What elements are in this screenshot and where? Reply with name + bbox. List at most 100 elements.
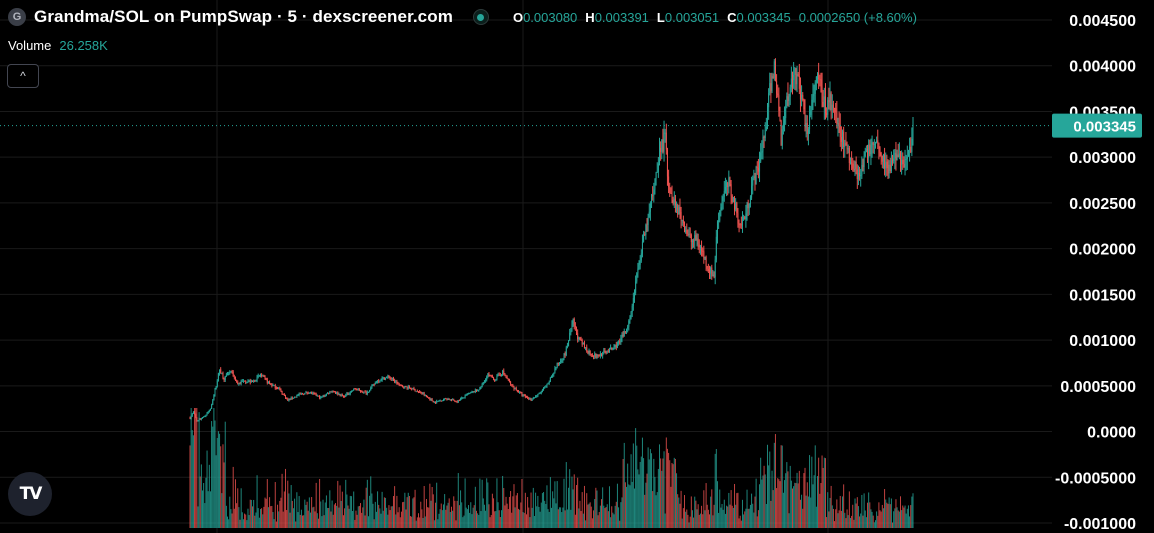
candle-body bbox=[228, 373, 230, 375]
candle-body bbox=[199, 418, 201, 420]
candle-body bbox=[771, 76, 773, 92]
volume-bar bbox=[910, 505, 912, 528]
y-tick-label: 0.001000 bbox=[1069, 333, 1136, 350]
candle-body bbox=[448, 399, 450, 401]
volume-bar bbox=[455, 520, 457, 528]
volume-bar bbox=[480, 511, 482, 528]
volume-bar bbox=[362, 507, 364, 528]
candle-body bbox=[616, 343, 618, 348]
volume-bar bbox=[266, 479, 268, 528]
volume-bar bbox=[777, 478, 779, 528]
chevron-up-icon: ^ bbox=[20, 69, 26, 83]
volume-bar bbox=[778, 479, 780, 528]
candle-body bbox=[219, 369, 221, 374]
tradingview-logo[interactable]: TV bbox=[8, 472, 52, 516]
candle-body bbox=[873, 144, 875, 146]
candle-body bbox=[578, 337, 580, 340]
candle-body bbox=[253, 380, 255, 382]
candle-body bbox=[805, 123, 807, 128]
candle-body bbox=[325, 393, 327, 396]
market-status-icon[interactable] bbox=[472, 9, 489, 25]
volume-bar bbox=[628, 484, 630, 528]
volume-bar bbox=[586, 493, 588, 528]
candle-body bbox=[332, 390, 334, 392]
candle-body bbox=[566, 345, 568, 348]
volume-bar bbox=[303, 515, 305, 528]
candle-body bbox=[670, 192, 672, 194]
volume-bar bbox=[621, 497, 623, 528]
volume-bar bbox=[246, 520, 248, 528]
candle-body bbox=[886, 161, 888, 168]
volume-bar bbox=[523, 512, 525, 528]
volume-bar bbox=[714, 453, 716, 528]
volume-bar bbox=[663, 451, 665, 528]
volume-bar bbox=[446, 505, 448, 528]
volume-bar bbox=[689, 516, 691, 528]
open-value: 0.003080 bbox=[523, 9, 578, 25]
candle-body bbox=[478, 389, 480, 391]
volume-bar bbox=[546, 485, 548, 528]
candle-body bbox=[370, 387, 372, 391]
candle-body bbox=[699, 246, 701, 248]
volume-bar bbox=[274, 482, 276, 528]
volume-bar bbox=[278, 511, 280, 528]
price-axis[interactable]: 0.0045000.0040000.0035000.0030000.002500… bbox=[1055, 13, 1136, 533]
volume-bar bbox=[508, 496, 510, 528]
candle-body bbox=[294, 396, 296, 398]
candle-body bbox=[673, 198, 675, 204]
candle-body bbox=[460, 398, 462, 401]
volume-bar bbox=[811, 456, 813, 528]
volume-bar bbox=[626, 486, 628, 528]
volume-bar bbox=[730, 490, 732, 528]
candle-body bbox=[379, 380, 381, 382]
candle-body bbox=[456, 401, 458, 403]
volume-bar bbox=[549, 477, 551, 528]
volume-bar bbox=[465, 507, 467, 528]
volume-bar bbox=[793, 486, 795, 528]
candle-body bbox=[522, 394, 524, 396]
candle-body bbox=[577, 333, 579, 340]
candle-body bbox=[330, 391, 332, 393]
volume-bar bbox=[738, 518, 740, 528]
volume-bar bbox=[317, 518, 319, 528]
volume-bar bbox=[237, 488, 239, 528]
volume-bar bbox=[598, 512, 600, 528]
volume-bar bbox=[204, 503, 206, 528]
candle-body bbox=[211, 404, 213, 409]
volume-bar bbox=[299, 514, 301, 528]
candle-body bbox=[661, 139, 663, 152]
volume-bar bbox=[275, 521, 277, 528]
volume-bar bbox=[564, 510, 566, 528]
candle-body bbox=[736, 202, 738, 214]
candle-body bbox=[259, 374, 261, 376]
candle-body bbox=[312, 393, 314, 395]
volume-bar bbox=[741, 499, 743, 528]
volume-bar bbox=[212, 426, 214, 528]
volume-bar bbox=[890, 498, 892, 528]
volume-bar bbox=[453, 496, 455, 528]
volume-bar bbox=[814, 445, 816, 528]
volume-bar bbox=[878, 502, 880, 528]
candle-body bbox=[234, 377, 236, 381]
candle-body bbox=[493, 377, 495, 381]
candle-body bbox=[657, 163, 659, 172]
candle-body bbox=[195, 414, 197, 418]
volume-bar bbox=[646, 473, 648, 528]
candle-body bbox=[790, 78, 792, 88]
candle-body bbox=[399, 384, 401, 386]
volume-bar bbox=[498, 510, 500, 528]
candle-body bbox=[569, 332, 571, 341]
candle-body bbox=[663, 132, 665, 152]
volume-bar bbox=[292, 508, 294, 528]
volume-bar bbox=[821, 455, 823, 528]
y-tick-label: 0.0005000 bbox=[1060, 379, 1136, 396]
volume-bar bbox=[419, 517, 421, 528]
volume-bar bbox=[279, 500, 281, 528]
volume-bar bbox=[889, 504, 891, 528]
candle-body bbox=[626, 328, 628, 332]
volume-bar bbox=[540, 502, 542, 528]
collapse-legend-button[interactable]: ^ bbox=[7, 64, 39, 88]
candle-body bbox=[423, 393, 425, 396]
candle-body bbox=[533, 397, 535, 399]
